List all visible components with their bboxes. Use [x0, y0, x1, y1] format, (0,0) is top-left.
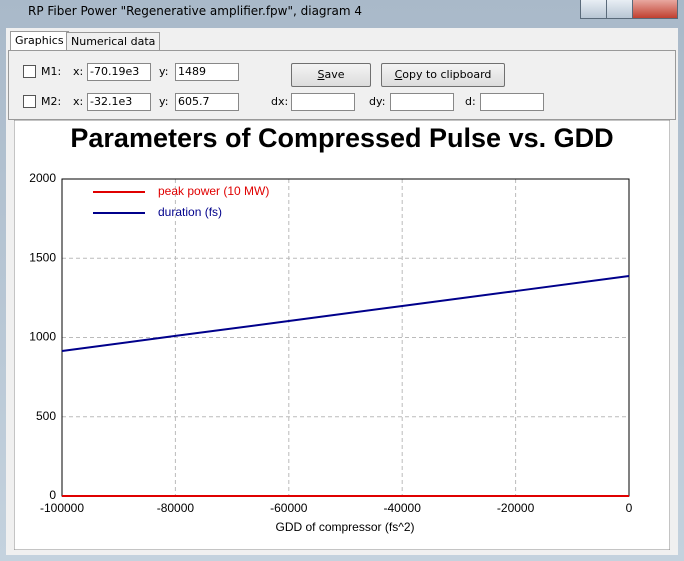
button-label: Save — [317, 68, 345, 81]
input[interactable]: 605.7 — [175, 93, 239, 111]
input[interactable] — [480, 93, 544, 111]
legend-label: duration (fs) — [158, 205, 222, 219]
x-axis-label: GDD of compressor (fs^2) — [276, 520, 415, 534]
y-tick-label: 2000 — [29, 171, 56, 185]
y-tick-label: 0 — [49, 488, 56, 502]
legend-label: peak power (10 MW) — [158, 184, 269, 198]
input[interactable]: -70.19e3 — [87, 63, 151, 81]
x-tick-label: -40000 — [384, 501, 422, 515]
window-title: RP Fiber Power "Regenerative amplifier.f… — [28, 4, 362, 18]
tab[interactable]: Graphics — [10, 31, 69, 51]
tab[interactable]: Numerical data — [66, 32, 161, 50]
input[interactable]: -32.1e3 — [87, 93, 151, 111]
delta-label: dx: — [271, 95, 289, 108]
checkbox[interactable] — [23, 95, 36, 108]
x-tick-label: 0 — [626, 501, 633, 515]
delta-label: dy: — [369, 95, 386, 108]
marker-label: M2: — [41, 95, 62, 108]
marker-label: M1: — [41, 65, 62, 78]
x-tick-label: -60000 — [270, 501, 308, 515]
x-label: x: — [73, 95, 84, 108]
y-tick-label: 1500 — [29, 250, 56, 264]
x-tick-label: -80000 — [157, 501, 195, 515]
chart: Parameters of Compressed Pulse vs. GDD G… — [14, 120, 670, 550]
client-area: Graphics Numerical data M1: x: -70.19e3 … — [6, 28, 678, 555]
checkbox[interactable] — [23, 65, 36, 78]
input[interactable] — [390, 93, 454, 111]
close-button[interactable] — [632, 0, 678, 19]
input[interactable]: 1489 — [175, 63, 239, 81]
x-label: x: — [73, 65, 84, 78]
chart-background — [14, 120, 670, 550]
x-tick-label: -20000 — [497, 501, 535, 515]
maximize-button[interactable] — [606, 0, 633, 19]
button-label: Copy to clipboard — [394, 68, 492, 81]
delta-label: d: — [465, 95, 476, 108]
y-tick-label: 1000 — [29, 330, 56, 344]
x-tick-label: -100000 — [40, 501, 84, 515]
data-line — [61, 275, 630, 352]
chart-title: Parameters of Compressed Pulse vs. GDD — [70, 123, 613, 153]
save-button[interactable]: Save — [291, 63, 371, 87]
copy-button[interactable]: Copy to clipboard — [381, 63, 505, 87]
y-label: y: — [159, 65, 169, 78]
input[interactable] — [291, 93, 355, 111]
minimize-button[interactable] — [580, 0, 607, 19]
y-label: y: — [159, 95, 169, 108]
y-tick-label: 500 — [36, 409, 56, 423]
marker-panel: M1: x: -70.19e3 y: 1489 M2: x: -32.1e3 y… — [8, 50, 676, 120]
